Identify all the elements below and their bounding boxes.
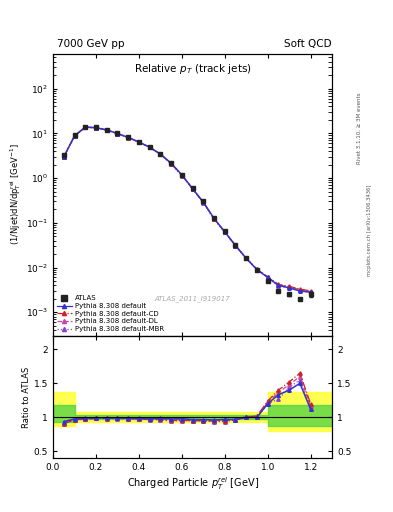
Y-axis label: (1/Njet)dN/dp$_\mathregular{T}^\mathregular{rel}$ [GeV$^{-1}$]: (1/Njet)dN/dp$_\mathregular{T}^\mathregu… — [8, 144, 23, 245]
Legend: ATLAS, Pythia 8.308 default, Pythia 8.308 default-CD, Pythia 8.308 default-DL, P: ATLAS, Pythia 8.308 default, Pythia 8.30… — [57, 295, 164, 332]
Y-axis label: Ratio to ATLAS: Ratio to ATLAS — [22, 366, 31, 428]
Text: Soft QCD: Soft QCD — [284, 38, 331, 49]
Text: ATLAS_2011_I919017: ATLAS_2011_I919017 — [155, 295, 230, 303]
Text: 7000 GeV pp: 7000 GeV pp — [57, 38, 125, 49]
Text: Relative $p_T$ (track jets): Relative $p_T$ (track jets) — [134, 62, 252, 76]
Text: mcplots.cern.ch [arXiv:1306.3436]: mcplots.cern.ch [arXiv:1306.3436] — [367, 185, 372, 276]
Text: Rivet 3.1.10, ≥ 3M events: Rivet 3.1.10, ≥ 3M events — [357, 92, 362, 164]
X-axis label: Charged Particle $p_T^{rel}$ [GeV]: Charged Particle $p_T^{rel}$ [GeV] — [127, 475, 259, 492]
